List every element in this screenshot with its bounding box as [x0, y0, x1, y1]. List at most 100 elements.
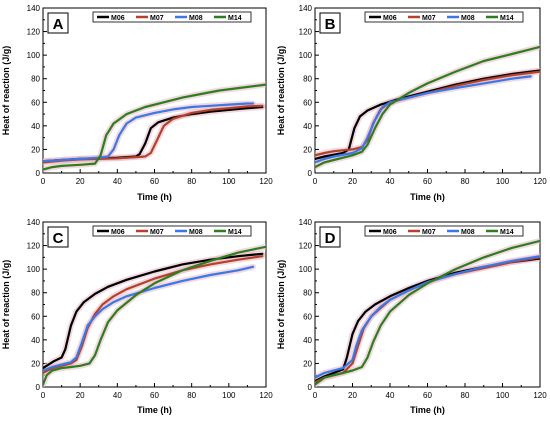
- legend-box: [92, 11, 252, 23]
- x-tick-label: 60: [423, 391, 432, 400]
- legend-label-m14: M14: [500, 229, 514, 236]
- x-tick-label: 20: [76, 177, 85, 186]
- x-tick-label: 60: [150, 177, 159, 186]
- series-band-m08: [315, 253, 540, 381]
- y-axis-label: Heat of reaction (J/g): [276, 260, 286, 350]
- y-tick-label: 120: [27, 242, 41, 251]
- legend-label-m06: M06: [383, 229, 397, 236]
- panel-label-box: [47, 226, 69, 248]
- series-line-m08: [315, 255, 540, 379]
- y-tick-label: 60: [303, 98, 312, 107]
- panel-label-box: [319, 226, 341, 248]
- series-line-m06: [315, 69, 540, 160]
- legend-box: [364, 225, 524, 237]
- y-tick-label: 20: [31, 145, 40, 154]
- x-tick-label: 40: [113, 177, 122, 186]
- y-tick-label: 140: [299, 218, 313, 227]
- series-line-m08: [315, 75, 532, 164]
- panel-a: 0 20 40 60 80 100 120 140 0 20 40 60 80 100 120 Time (h…: [1, 4, 273, 202]
- x-tick-label: 100: [222, 177, 236, 186]
- series-line-m06: [43, 252, 264, 370]
- y-tick-label: 40: [303, 122, 312, 131]
- panel-label: A: [53, 16, 64, 33]
- y-tick-label: 140: [27, 4, 41, 13]
- x-tick-label: 0: [313, 177, 318, 186]
- y-tick-label: 140: [299, 4, 313, 13]
- y-tick-label: 60: [31, 98, 40, 107]
- y-tick-label: 0: [36, 169, 41, 178]
- legend-label-m06: M06: [383, 15, 397, 22]
- x-tick-label: 60: [150, 391, 159, 400]
- legend-box: [92, 225, 252, 237]
- y-tick-label: 0: [36, 383, 41, 392]
- panel-label: D: [325, 230, 336, 247]
- x-tick-label: 0: [41, 391, 46, 400]
- legend-label-m07: M07: [150, 229, 164, 236]
- series-line-m14: [43, 83, 266, 171]
- y-tick-label: 80: [31, 75, 40, 84]
- legend-label-m07: M07: [150, 15, 164, 22]
- series-line-m08: [43, 102, 255, 163]
- y-tick-label: 60: [31, 312, 40, 321]
- y-tick-label: 40: [31, 122, 40, 131]
- legend: M06 M07 M08 M14: [92, 11, 252, 23]
- legend-label-m08: M08: [189, 229, 203, 236]
- series-line-m08: [43, 265, 255, 372]
- panel-b: 0 20 40 60 80 100 120 140 0 20 40 60 80 100 120 Time (h…: [276, 4, 547, 202]
- panel-label: B: [325, 16, 336, 33]
- y-tick-label: 100: [299, 51, 313, 60]
- x-axis-label: Time (h): [137, 405, 172, 415]
- x-tick-label: 80: [187, 177, 196, 186]
- legend-label-m14: M14: [228, 15, 242, 22]
- legend-label-m07: M07: [422, 229, 436, 236]
- x-tick-label: 40: [113, 391, 122, 400]
- y-tick-label: 80: [303, 75, 312, 84]
- panel-label: C: [53, 230, 64, 247]
- y-tick-label: 0: [308, 383, 313, 392]
- x-tick-label: 120: [259, 391, 273, 400]
- x-tick-label: 60: [423, 177, 432, 186]
- x-tick-label: 20: [348, 391, 357, 400]
- y-tick-label: 140: [27, 218, 41, 227]
- legend: M06 M07 M08 M14: [364, 225, 524, 237]
- panel-c: 0 20 40 60 80 100 120 140 0 20 40 60 80 100 120 Time (h…: [1, 218, 273, 415]
- x-axis-label: Time (h): [410, 192, 445, 202]
- legend: M06 M07 M08 M14: [364, 11, 524, 23]
- series-line-m07: [43, 255, 264, 374]
- x-tick-label: 120: [259, 177, 273, 186]
- y-tick-label: 80: [303, 289, 312, 298]
- x-tick-label: 100: [222, 391, 236, 400]
- y-tick-label: 20: [303, 359, 312, 368]
- x-tick-label: 120: [533, 177, 547, 186]
- series-group: [43, 243, 266, 387]
- y-tick-label: 20: [31, 359, 40, 368]
- y-axis-label: Heat of reaction (J/g): [1, 260, 11, 350]
- x-tick-label: 120: [533, 391, 547, 400]
- y-tick-label: 80: [31, 289, 40, 298]
- y-axis-label: Heat of reaction (J/g): [276, 46, 286, 136]
- legend-box: [364, 11, 524, 23]
- y-tick-label: 40: [303, 336, 312, 345]
- x-tick-label: 80: [461, 391, 470, 400]
- legend-label-m14: M14: [228, 229, 242, 236]
- y-tick-label: 40: [31, 336, 40, 345]
- y-tick-label: 120: [299, 242, 313, 251]
- panel-label-box: [319, 12, 341, 34]
- series-group: [315, 43, 540, 171]
- legend-label-m14: M14: [500, 15, 514, 22]
- y-axis-label: Heat of reaction (J/g): [1, 46, 11, 136]
- series-group: [315, 237, 540, 387]
- x-axis-label: Time (h): [410, 405, 445, 415]
- legend-label-m08: M08: [461, 229, 475, 236]
- x-tick-label: 40: [386, 177, 395, 186]
- y-tick-label: 120: [27, 28, 41, 37]
- x-tick-label: 100: [496, 177, 510, 186]
- y-tick-label: 100: [27, 265, 41, 274]
- x-tick-label: 80: [187, 391, 196, 400]
- x-tick-label: 80: [461, 177, 470, 186]
- panel-d: 0 20 40 60 80 100 120 140 0 20 40 60 80 100 120 Time (h…: [276, 218, 547, 415]
- legend-label-m08: M08: [189, 15, 203, 22]
- legend-label-m07: M07: [422, 15, 436, 22]
